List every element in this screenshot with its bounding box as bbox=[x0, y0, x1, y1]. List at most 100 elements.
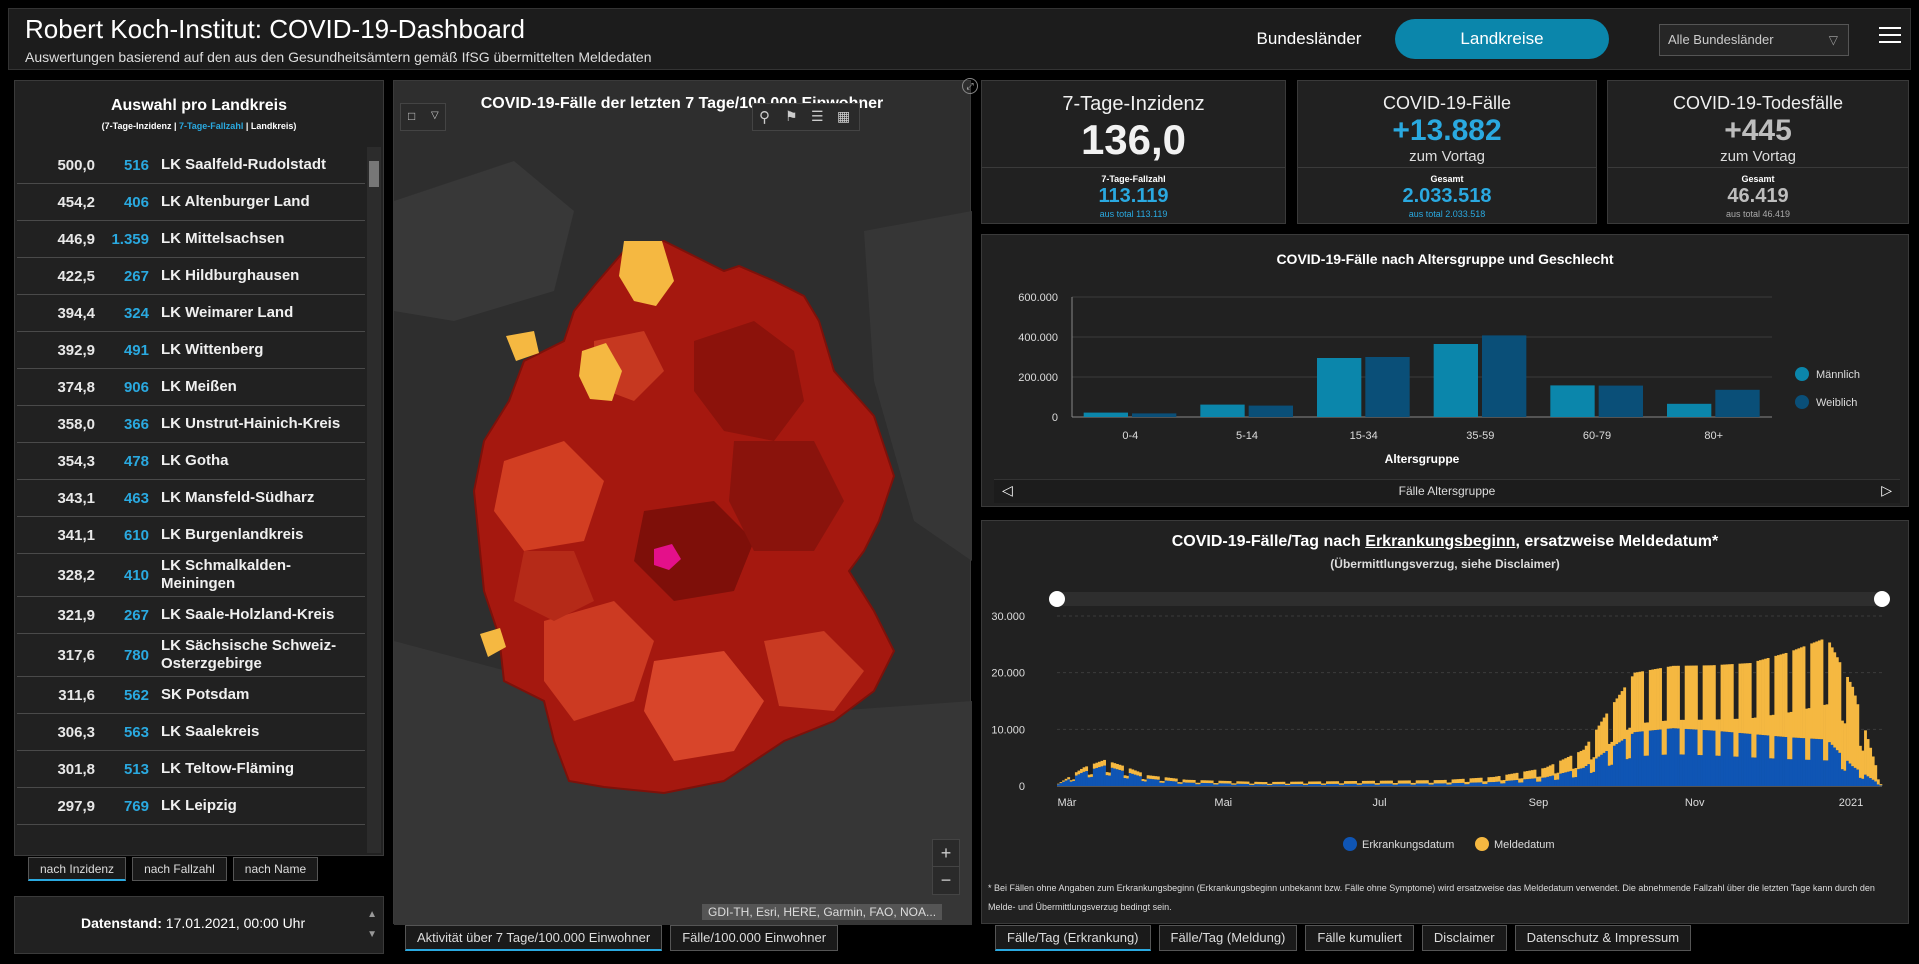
list-item[interactable]: 394,4 324 LK Weimarer Land bbox=[17, 295, 365, 332]
list-item-inzidenz: 422,5 bbox=[57, 267, 95, 285]
bar-meldedatum bbox=[1830, 647, 1834, 745]
zoom-in-button[interactable]: + bbox=[933, 840, 959, 867]
list-icon[interactable]: ☰ bbox=[811, 108, 824, 124]
bar-männlich[interactable] bbox=[1433, 344, 1478, 417]
bar-erkrankungsdatum bbox=[1792, 737, 1796, 786]
sort-by-fallzahl-button[interactable]: nach Fallzahl bbox=[132, 857, 227, 881]
bar-erkrankungsdatum bbox=[1733, 756, 1737, 786]
list-item[interactable]: 374,8 906 LK Meißen bbox=[17, 369, 365, 406]
expand-icon[interactable]: ⤢ bbox=[962, 78, 978, 94]
list-item[interactable]: 354,3 478 LK Gotha bbox=[17, 443, 365, 480]
bar-erkrankungsdatum bbox=[1241, 783, 1245, 786]
list-item[interactable]: 392,9 491 LK Wittenberg bbox=[17, 332, 365, 369]
bar-meldedatum bbox=[1456, 779, 1460, 784]
bar-meldedatum bbox=[1800, 647, 1803, 739]
chevron-left-icon[interactable]: ◁ bbox=[1002, 482, 1013, 498]
list-item[interactable]: 311,6 562 SK Potsdam bbox=[17, 677, 365, 714]
list-scrollbar[interactable] bbox=[367, 147, 381, 853]
bar-weiblich[interactable] bbox=[1482, 335, 1527, 417]
bar-meldedatum bbox=[1067, 777, 1071, 780]
bar-weiblich[interactable] bbox=[1132, 413, 1177, 417]
list-item[interactable]: 306,3 563 LK Saalekreis bbox=[17, 714, 365, 751]
datenstand-scroll-arrows[interactable]: ▲ ▼ bbox=[367, 909, 377, 940]
range-slider-track[interactable] bbox=[1057, 592, 1882, 606]
list-item[interactable]: 358,0 366 LK Unstrut-Hainich-Kreis bbox=[17, 406, 365, 443]
range-slider-handle[interactable] bbox=[1049, 591, 1065, 607]
landkreise-button[interactable]: Landkreise bbox=[1395, 19, 1609, 59]
list-item-name: LK Leipzig bbox=[161, 797, 237, 814]
list-item[interactable]: 297,9 769 LK Leipzig bbox=[17, 788, 365, 825]
bar-meldedatum bbox=[1179, 782, 1183, 784]
bar-erkrankungsdatum bbox=[1525, 779, 1529, 786]
sort-by-inzidenz-button[interactable]: nach Inzidenz bbox=[28, 857, 127, 881]
bar-weiblich[interactable] bbox=[1365, 357, 1410, 417]
list-item[interactable]: 343,1 463 LK Mansfeld-Südharz bbox=[17, 480, 365, 517]
daily-tab[interactable]: Datenschutz & Impressum bbox=[1514, 925, 1692, 951]
x-tick-label: Sep bbox=[1529, 797, 1549, 809]
bar-erkrankungsdatum bbox=[1846, 760, 1849, 786]
bar-weiblich[interactable] bbox=[1248, 405, 1293, 417]
bar-erkrankungsdatum bbox=[1384, 783, 1388, 786]
bar-meldedatum bbox=[1305, 783, 1309, 785]
list-item[interactable]: 328,2 410 LK Schmalkalden-Meiningen bbox=[17, 554, 365, 597]
bar-erkrankungsdatum bbox=[1810, 738, 1814, 786]
bar-erkrankungsdatum bbox=[1302, 784, 1306, 786]
hamburger-menu-icon[interactable] bbox=[1879, 27, 1901, 45]
list-item[interactable]: 341,1 610 LK Burgenlandkreis bbox=[17, 517, 365, 554]
bundesland-select[interactable]: Alle Bundesländer ▽ bbox=[1659, 24, 1849, 56]
basemap-gallery-icon[interactable]: ▦ bbox=[837, 108, 851, 124]
bar-erkrankungsdatum bbox=[1797, 737, 1801, 786]
list-item[interactable]: 317,6 780 LK Sächsische Schweiz-Osterzgebi… bbox=[17, 634, 365, 677]
list-item[interactable]: 446,9 1.359 LK Mittelsachsen bbox=[17, 221, 365, 258]
map-canvas[interactable] bbox=[394, 81, 972, 925]
bar-meldedatum bbox=[1215, 783, 1219, 785]
age-nav-label: Fälle Altersgruppe bbox=[1398, 484, 1496, 498]
bar-männlich[interactable] bbox=[1200, 404, 1245, 417]
bar-meldedatum bbox=[1105, 772, 1109, 776]
list-item-name: SK Potsdam bbox=[161, 686, 250, 703]
tab-faelle-100000[interactable]: Fälle/100.000 Einwohner bbox=[670, 925, 839, 951]
scrollbar-thumb[interactable] bbox=[369, 161, 379, 187]
daily-tab[interactable]: Fälle/Tag (Erkrankung) bbox=[995, 925, 1151, 951]
list-item[interactable]: 301,8 513 LK Teltow-Fläming bbox=[17, 751, 365, 788]
bar-erkrankungsdatum bbox=[1866, 776, 1870, 786]
bar-meldedatum bbox=[1441, 780, 1445, 784]
bar-erkrankungsdatum bbox=[1402, 783, 1406, 786]
map-select-tool-button[interactable]: □ ▽ bbox=[400, 103, 446, 131]
bar-erkrankungsdatum bbox=[1825, 760, 1829, 786]
chevron-down-icon: ▽ bbox=[431, 110, 439, 121]
bar-männlich[interactable] bbox=[1317, 358, 1362, 417]
bar-meldedatum bbox=[1879, 784, 1883, 786]
bar-männlich[interactable] bbox=[1667, 403, 1712, 417]
bar-meldedatum bbox=[1502, 780, 1506, 784]
bar-meldedatum bbox=[1241, 781, 1245, 784]
chevron-right-icon[interactable]: ▷ bbox=[1881, 482, 1892, 498]
bookmark-icon[interactable]: ⚑ bbox=[785, 108, 798, 124]
search-icon[interactable]: ⚲ bbox=[759, 109, 770, 126]
bar-meldedatum bbox=[1794, 649, 1798, 738]
list-item[interactable]: 454,2 406 LK Altenburger Land bbox=[17, 184, 365, 221]
bar-erkrankungsdatum bbox=[1461, 782, 1465, 786]
bar-weiblich[interactable] bbox=[1715, 389, 1760, 417]
bar-meldedatum bbox=[1320, 783, 1324, 785]
list-item[interactable]: 500,0 516 LK Saalfeld-Rudolstadt bbox=[17, 147, 365, 184]
bar-erkrankungsdatum bbox=[1351, 783, 1355, 786]
list-item[interactable]: 321,9 267 LK Saale-Holzland-Kreis bbox=[17, 597, 365, 634]
legend-swatch bbox=[1475, 837, 1489, 851]
bar-erkrankungsdatum bbox=[1835, 750, 1839, 786]
bundeslaender-button[interactable]: Bundesländer bbox=[1256, 29, 1362, 48]
bar-erkrankungsdatum bbox=[1515, 779, 1519, 786]
tab-aktivitaet[interactable]: Aktivität über 7 Tage/100.000 Einwohner bbox=[405, 925, 663, 951]
range-slider-handle[interactable] bbox=[1874, 591, 1890, 607]
legend-swatch bbox=[1795, 395, 1809, 409]
daily-tab[interactable]: Fälle/Tag (Meldung) bbox=[1158, 925, 1298, 951]
daily-tab[interactable]: Disclaimer bbox=[1421, 925, 1507, 951]
list-item[interactable]: 422,5 267 LK Hildburghausen bbox=[17, 258, 365, 295]
bar-männlich[interactable] bbox=[1550, 385, 1595, 417]
bar-männlich[interactable] bbox=[1083, 412, 1128, 417]
sort-by-name-button[interactable]: nach Name bbox=[232, 857, 319, 881]
zoom-out-button[interactable]: − bbox=[940, 870, 952, 890]
bar-meldedatum bbox=[1500, 780, 1504, 784]
bar-weiblich[interactable] bbox=[1598, 385, 1643, 417]
daily-tab[interactable]: Fälle kumuliert bbox=[1305, 925, 1414, 951]
